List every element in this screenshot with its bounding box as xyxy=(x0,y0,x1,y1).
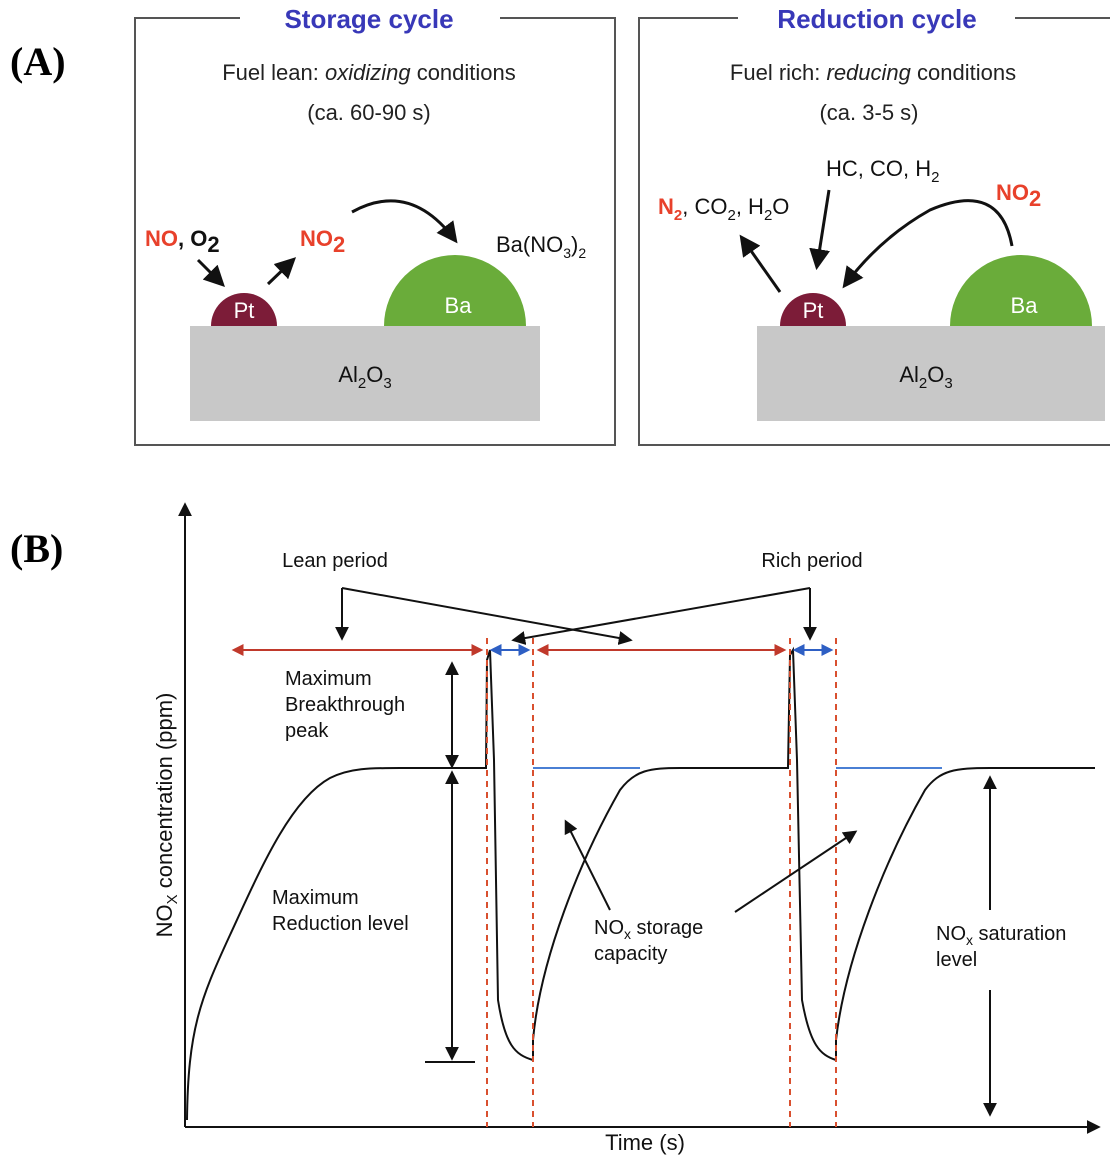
reduction-products: N2, CO2, H2O xyxy=(658,194,789,224)
storage-reactants: NO, O2 xyxy=(145,226,220,257)
reduction-duration: (ca. 3-5 s) xyxy=(819,100,918,125)
reduction-arrow-no2-to-pt xyxy=(842,199,1014,289)
storage-arrow-out xyxy=(266,257,297,286)
saturation-level-label: NOx saturation level xyxy=(936,923,1072,971)
storage-condition: Fuel lean: oxidizing conditions xyxy=(222,60,516,85)
period-boundaries xyxy=(486,638,837,1127)
reduction-condition: Fuel rich: reducing conditions xyxy=(730,60,1016,85)
storage-alumina-support xyxy=(190,326,540,421)
storage-pt-particle xyxy=(211,293,277,326)
reduction-pt-particle xyxy=(780,293,846,326)
storage-frame xyxy=(134,17,616,446)
reduction-ba-label: Ba xyxy=(1011,293,1039,318)
reduction-released-no2: NO2 xyxy=(996,180,1041,211)
lean-period-label: Lean period xyxy=(282,550,388,572)
storage-no2-product: NO2 xyxy=(300,226,345,257)
storage-arrow-to-ba xyxy=(351,199,458,244)
panel-b-label: (B) xyxy=(10,526,63,571)
rich-period-label: Rich period xyxy=(761,550,862,572)
storage-cycle-panel: Storage cycle Fuel lean: oxidizing condi… xyxy=(134,4,616,446)
y-axis-label: NOX concentration (ppm) xyxy=(152,693,181,938)
storage-capacity-arrow-1 xyxy=(564,819,611,911)
reduction-reductants: HC, CO, H2 xyxy=(826,156,939,186)
lean-callout-arrow-2 xyxy=(341,587,633,645)
max-reduction-label: Maximum Reduction level xyxy=(272,887,409,935)
storage-cycle-title: Storage cycle xyxy=(284,4,453,34)
storage-support-label: Al2O3 xyxy=(338,362,391,392)
rich-callout-arrow-2 xyxy=(511,587,811,645)
storage-pt-label: Pt xyxy=(234,298,255,323)
storage-duration: (ca. 60-90 s) xyxy=(307,100,431,125)
storage-ba-particle xyxy=(384,255,526,326)
reduction-frame-left xyxy=(638,17,1110,446)
reduction-arrow-reductants xyxy=(809,189,831,271)
reduction-support-label: Al2O3 xyxy=(899,362,952,392)
reduction-ba-particle xyxy=(950,255,1092,326)
reduction-pt-label: Pt xyxy=(803,298,824,323)
panel-a-label: (A) xyxy=(10,39,66,84)
storage-ba-label: Ba xyxy=(445,293,473,318)
x-axis-label: Time (s) xyxy=(605,1130,685,1155)
reduction-cycle-panel: Reduction cycle Fuel rich: reducing cond… xyxy=(638,4,1110,446)
storage-arrow-in xyxy=(196,258,225,287)
storage-capacity-arrow-2 xyxy=(734,830,858,913)
storage-capacity-label: NOx storage capacity xyxy=(594,917,709,965)
storage-barium-nitrate: Ba(NO3)2 xyxy=(496,232,586,261)
reduction-cycle-title: Reduction cycle xyxy=(777,4,976,34)
reduction-alumina-support xyxy=(757,326,1105,421)
max-breakthrough-label: Maximum Breakthrough peak xyxy=(285,668,411,742)
nox-concentration-curve xyxy=(186,646,1095,1121)
reduction-arrow-products xyxy=(739,234,782,293)
